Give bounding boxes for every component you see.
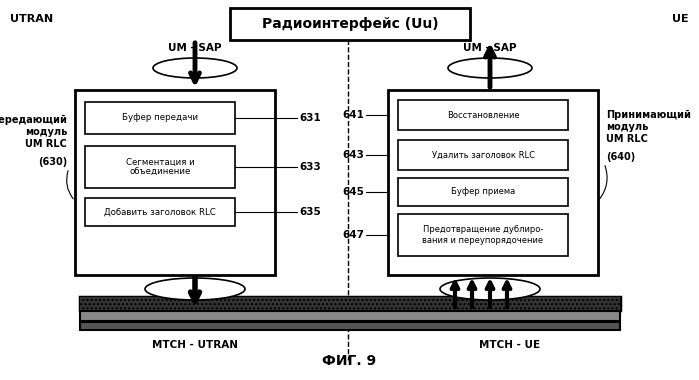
Bar [398,214,568,256]
Ellipse shape [440,278,540,300]
Bar [398,100,568,130]
Bar [80,297,620,310]
Bar [75,90,275,275]
Text: 647: 647 [342,230,364,240]
Text: Передающий: Передающий [0,115,67,125]
Bar [80,311,620,321]
Text: Буфер приема: Буфер приема [451,187,515,196]
Text: UM - SAP: UM - SAP [168,43,222,53]
Text: ФИГ. 9: ФИГ. 9 [322,354,376,368]
Bar [388,90,598,275]
Ellipse shape [153,58,237,78]
Text: Радиоинтерфейс (Uu): Радиоинтерфейс (Uu) [261,17,438,31]
Text: 643: 643 [342,150,364,160]
Text: UE: UE [672,14,689,24]
Text: Восстановление: Восстановление [447,111,519,119]
Bar [85,102,235,134]
Text: MTCH - UTRAN: MTCH - UTRAN [152,340,238,350]
Text: модуль: модуль [24,127,67,137]
Bar [80,322,620,330]
Text: Удалить заголовок RLC: Удалить заголовок RLC [431,150,535,160]
Text: UM RLC: UM RLC [25,139,67,149]
Text: (630): (630) [38,157,67,167]
Text: Добавить заголовок RLC: Добавить заголовок RLC [104,207,216,217]
Text: Сегментация и
объединение: Сегментация и объединение [126,157,194,177]
Text: 641: 641 [342,110,364,120]
Text: MTCH - UE: MTCH - UE [480,340,540,350]
Text: 645: 645 [342,187,364,197]
Text: Предотвращение дублиро-
вания и переупорядочение: Предотвращение дублиро- вания и переупор… [422,225,544,245]
Text: 633: 633 [299,162,321,172]
Bar [398,140,568,170]
Text: UM RLC: UM RLC [606,134,648,144]
Text: Буфер передачи: Буфер передачи [122,114,198,122]
Text: 631: 631 [299,113,321,123]
Bar [230,8,470,40]
Text: UM - SAP: UM - SAP [463,43,517,53]
Text: модуль: модуль [606,122,649,132]
Bar [398,178,568,206]
Bar [85,198,235,226]
Ellipse shape [145,278,245,300]
Ellipse shape [448,58,532,78]
Text: (640): (640) [606,152,635,162]
Text: UTRAN: UTRAN [10,14,53,24]
Bar [85,146,235,188]
Text: Принимающий: Принимающий [606,110,691,120]
Text: 635: 635 [299,207,321,217]
Bar [80,297,620,310]
